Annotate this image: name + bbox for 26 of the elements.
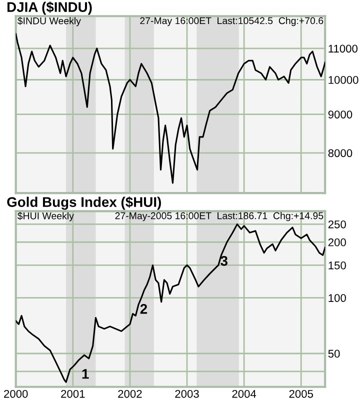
y-tick-label: 150 — [328, 262, 346, 270]
y-tick-label: 100 — [328, 294, 346, 302]
y-tick-label: 200 — [328, 238, 346, 246]
y-tick-label: 8000 — [328, 149, 352, 158]
y-tick-label: 9000 — [328, 110, 352, 118]
chart-subtitle: $HUI Weekly — [17, 212, 74, 222]
chart-subtitle: $INDU Weekly — [17, 17, 81, 26]
x-tick-label: 2003 — [175, 390, 199, 398]
y-tick-label: 11000 — [328, 44, 358, 53]
line-series — [16, 33, 326, 184]
annotation: 27-May 16:00ET Last:10542.5 Chg:+70.6 — [140, 17, 324, 26]
x-tick-label: 2005 — [289, 390, 314, 398]
annotation: 1 — [82, 369, 89, 379]
x-tick-label: 2002 — [118, 390, 142, 398]
y-tick-label: 50 — [328, 350, 340, 358]
x-tick-label: 2000 — [4, 390, 28, 398]
line-series — [16, 223, 326, 383]
x-tick-label: 2001 — [61, 390, 85, 398]
y-tick-label: 10000 — [328, 76, 358, 84]
chart-title: DJIA ($INDU) — [7, 2, 92, 15]
x-tick-label: 2004 — [232, 390, 256, 398]
y-tick-label: 250 — [328, 220, 346, 228]
annotation: 2 — [140, 304, 148, 314]
annotation: 27-May-2005 16:00ET Last:186.71 Chg:+14.95 — [115, 212, 324, 222]
annotation: 3 — [220, 256, 228, 266]
chart-title: Gold Bugs Index ($HUI) — [7, 196, 161, 210]
